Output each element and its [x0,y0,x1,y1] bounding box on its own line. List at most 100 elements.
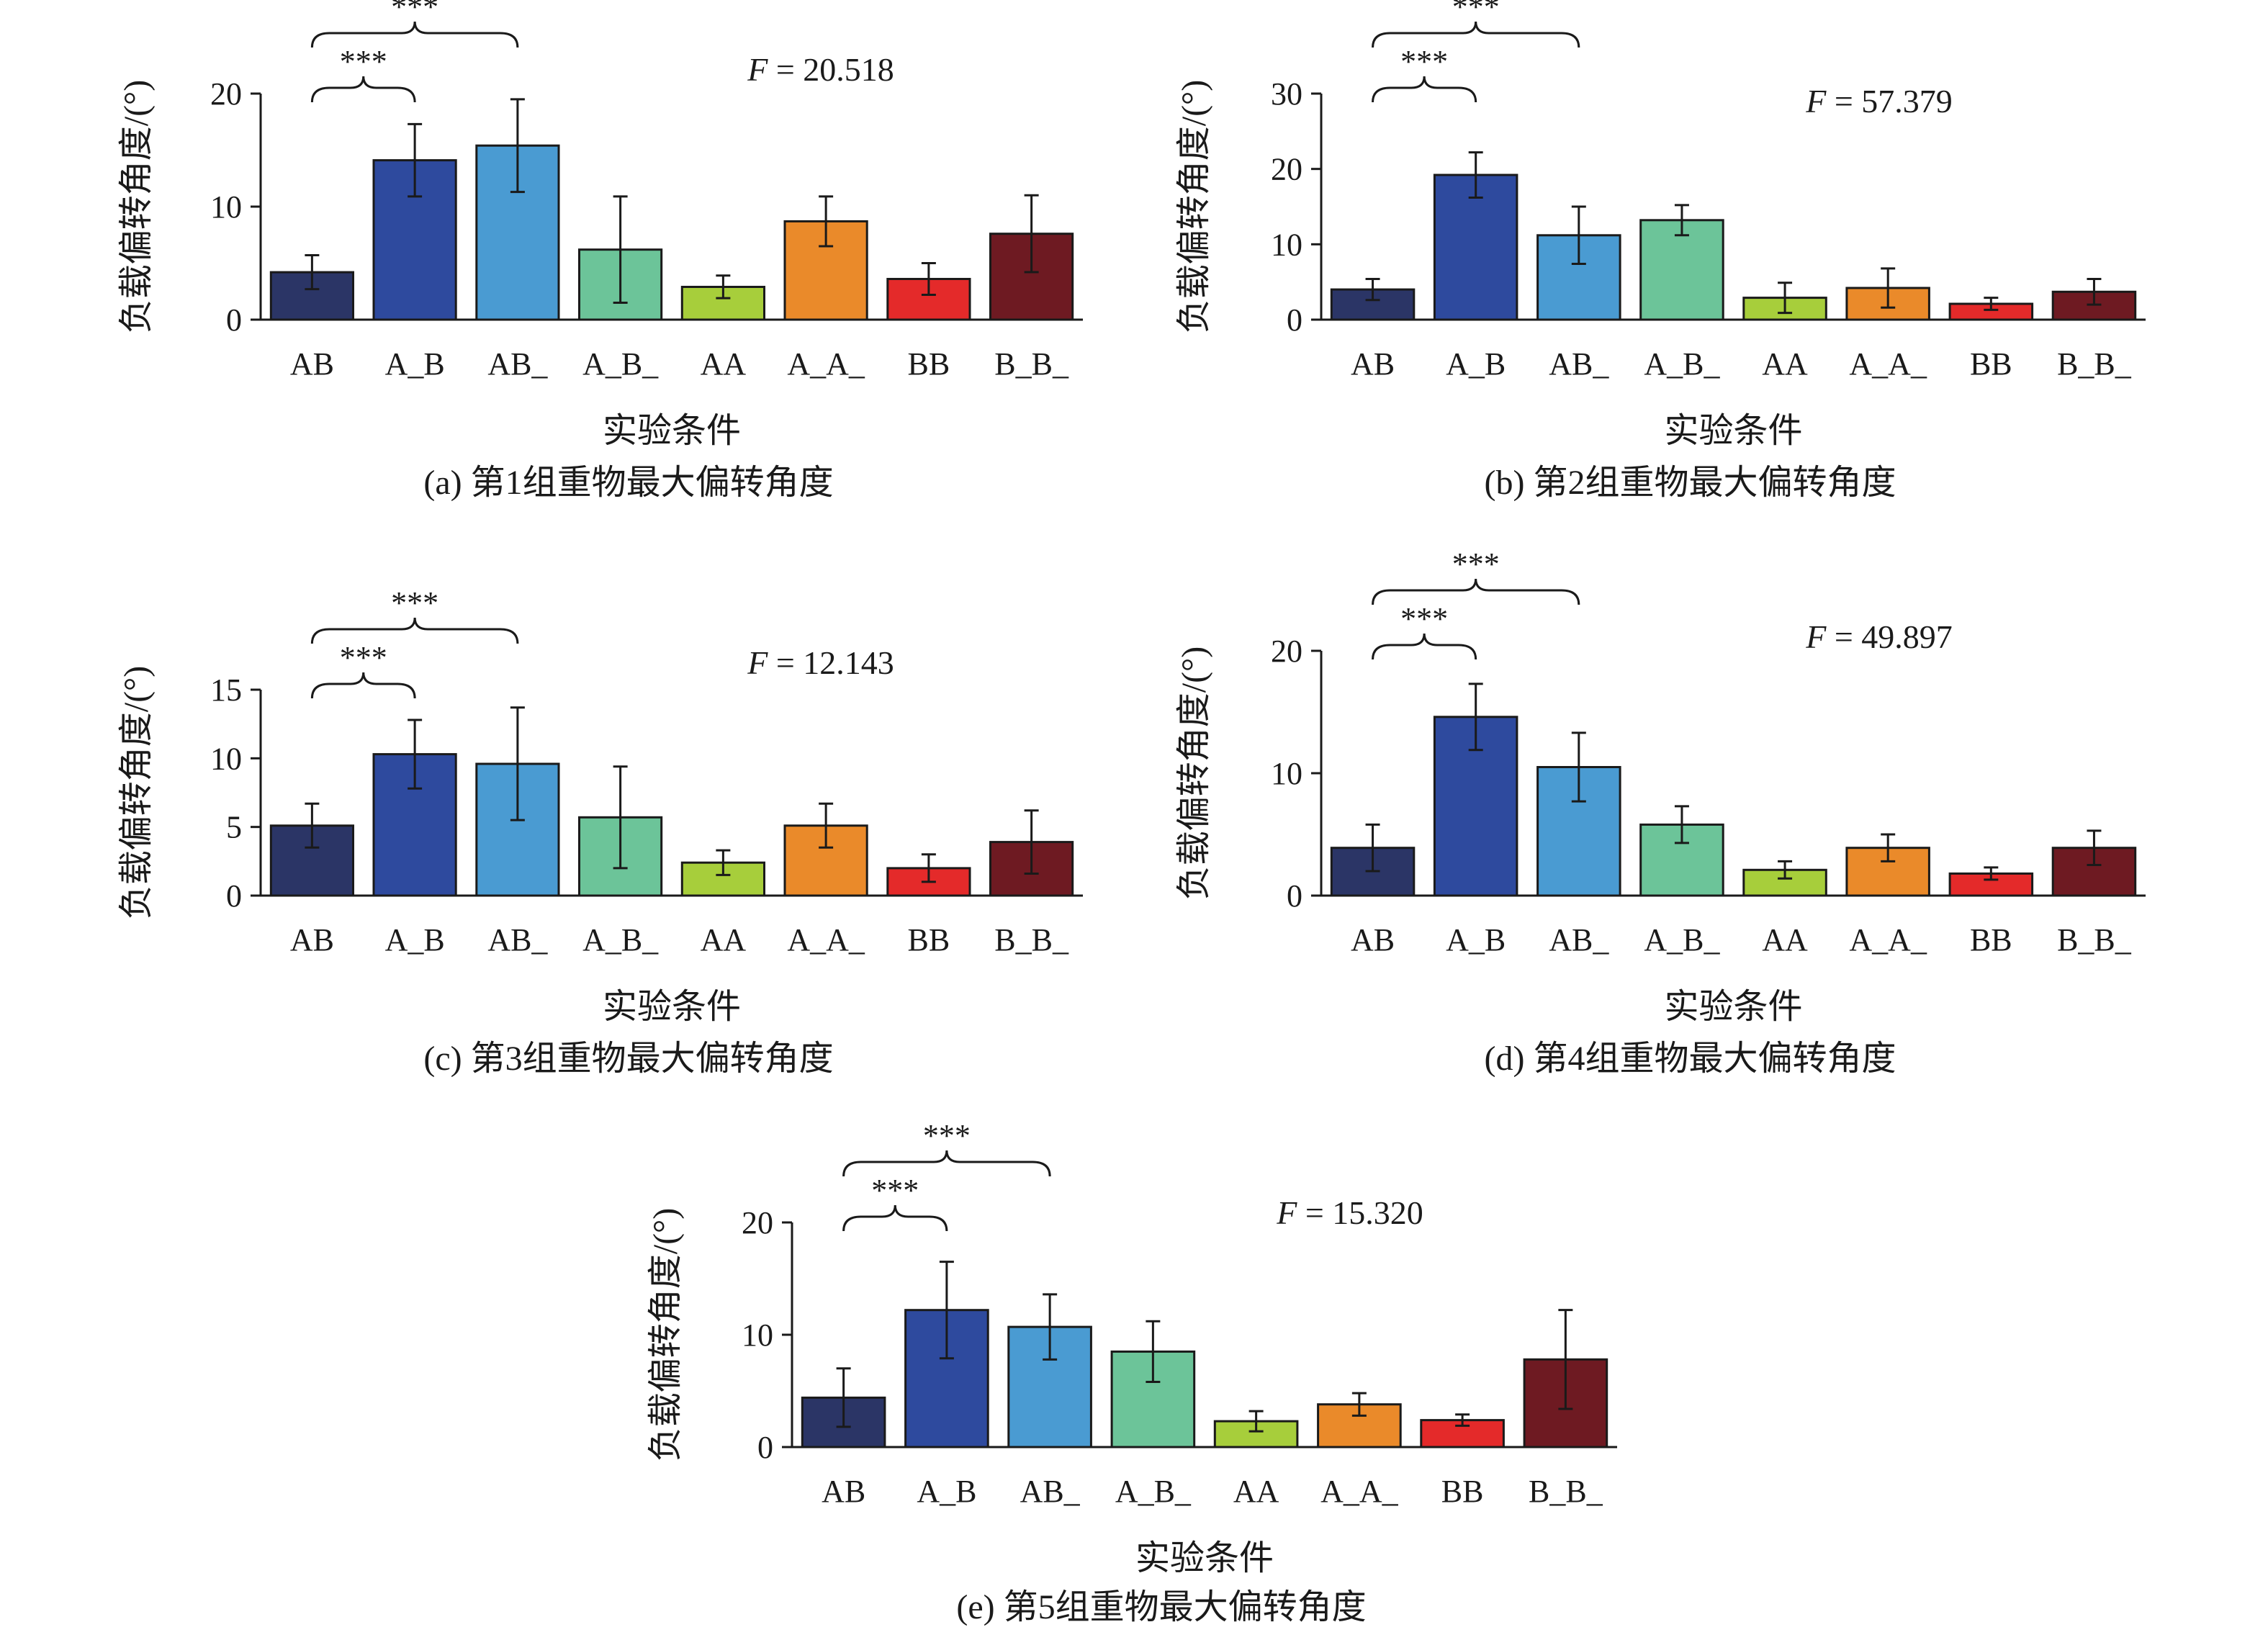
y-tick-label: 20 [742,1205,773,1240]
y-tick-label: 10 [210,189,242,225]
significance-label: *** [1452,0,1500,24]
x-tick-label: BB [908,922,950,958]
y-axis-label: 负载偏转角度/(°) [117,80,156,334]
x-tick-label: AA [1762,346,1808,382]
error-bar-B_B_ [2087,829,2102,866]
error-bar-AA [1248,1410,1264,1433]
x-tick-label: A_B [385,922,445,958]
error-bar-AB [305,802,320,849]
error-bar-A_B_ [613,765,628,870]
x-tick-label: BB [1970,922,2012,958]
x-axis-label: 实验条件 [603,988,741,1026]
y-tick-label: 20 [210,76,242,112]
error-bar-AB [836,1367,851,1428]
error-bar-AB [1365,277,1380,302]
y-axis-label: 负载偏转角度/(°) [1175,646,1213,901]
x-tick-label: A_B [1446,922,1506,958]
error-bar-A_B_ [613,195,628,304]
f-statistic: F = 15.320 [1276,1194,1423,1231]
x-tick-label: AA [701,922,747,958]
y-axis-label: 负载偏转角度/(°) [117,666,156,920]
y-tick-label: 10 [1271,756,1302,791]
error-bar-AB [305,254,320,291]
error-bar-AA [1778,281,1793,315]
significance-brace [842,1204,948,1232]
y-tick-label: 15 [210,672,242,708]
error-bar-A_B [939,1261,954,1360]
error-bar-A_B [408,718,423,790]
y-tick-label: 20 [1271,152,1302,187]
significance-brace [1372,76,1477,103]
x-tick-label: AB [290,346,334,382]
f-statistic: F = 49.897 [1805,618,1953,655]
bar-BB [1420,1419,1505,1448]
bar-A_B_ [1639,219,1724,321]
significance-brace [842,1150,1051,1177]
error-bar-BB [1455,1413,1470,1427]
significance-brace [1372,633,1477,660]
error-bar-A_A_ [1351,1392,1367,1417]
error-bar-BB [921,262,936,296]
x-tick-label: AB [290,922,334,958]
significance-label: *** [1452,546,1500,582]
x-tick-label: A_A_ [1849,346,1927,382]
f-statistic: F = 12.143 [747,644,894,681]
significance-label: *** [923,1118,971,1153]
x-axis-label: 实验条件 [603,412,741,450]
x-tick-label: AB_ [1549,346,1609,382]
error-bar-AB_ [1043,1293,1058,1361]
chart-caption: (c) 第3组重物最大偏转角度 [423,1040,833,1078]
error-bar-B_B_ [1024,809,1039,875]
x-tick-label: AA [1762,922,1808,958]
error-bar-A_B_ [1674,805,1689,844]
x-tick-label: A_B [1446,346,1506,382]
bar-A_B [1433,716,1518,897]
y-axis-label: 负载偏转角度/(°) [647,1208,685,1462]
chart-caption: (d) 第4组重物最大偏转角度 [1485,1040,1896,1078]
error-bar-AB_ [510,98,525,194]
x-tick-label: B_B_ [994,346,1069,382]
x-tick-label: A_A_ [787,346,865,382]
significance-brace [1372,578,1580,605]
x-tick-label: AB_ [487,922,548,958]
x-tick-label: B_B_ [2057,346,2132,382]
error-bar-B_B_ [1024,194,1039,274]
chart-1: 0 10 20 30 AB A_B AB_ A_B_ AA A_A_ BB B_B_ 实验条件 负载偏转角… [1175,0,2146,502]
x-tick-label: AB_ [1020,1474,1081,1509]
y-tick-label: 0 [1287,878,1302,914]
error-bar-A_B [408,122,423,198]
error-bar-AB_ [510,706,525,821]
x-tick-label: A_B [385,346,445,382]
bar-A_B [1433,174,1518,321]
significance-label: *** [391,0,438,24]
chart-caption: (e) 第5组重物最大偏转角度 [956,1588,1366,1626]
significance-brace [1372,21,1580,48]
error-bar-BB [921,853,936,883]
y-tick-label: 30 [1271,76,1302,112]
significance-brace [310,21,519,48]
chart-4: 0 10 20 AB A_B AB_ A_B_ AA A_A_ BB B_B_ 实验条件 负载偏转角度/… [647,1118,1617,1626]
y-tick-label: 0 [226,302,242,338]
error-bar-A_B [1468,682,1483,752]
chart-2: 0 5 10 15 AB A_B AB_ A_B_ AA A_A_ BB B_B_ 实验条件 负载偏转角度… [117,585,1083,1078]
y-tick-label: 20 [1271,634,1302,669]
x-tick-label: AB_ [487,346,548,382]
significance-brace [310,76,416,103]
x-tick-label: AB_ [1549,922,1609,958]
x-axis-label: 实验条件 [1664,412,1802,450]
x-axis-label: 实验条件 [1664,988,1802,1026]
y-tick-label: 10 [1271,227,1302,262]
y-tick-label: 0 [1287,302,1302,338]
x-tick-label: A_B_ [1644,922,1720,958]
error-bar-A_A_ [819,195,834,248]
x-tick-label: AB [822,1474,865,1509]
x-tick-label: B_B_ [1529,1474,1603,1509]
x-tick-label: AB [1351,922,1395,958]
x-tick-label: A_B_ [582,346,659,382]
y-tick-label: 10 [210,741,242,776]
error-bar-AA [716,274,731,299]
significance-label: *** [871,1173,919,1208]
chart-0: 0 10 20 AB A_B AB_ A_B_ AA A_A_ BB B_B_ 实验条件 负载偏转角度/… [117,0,1083,502]
x-tick-label: B_B_ [2057,922,2132,958]
